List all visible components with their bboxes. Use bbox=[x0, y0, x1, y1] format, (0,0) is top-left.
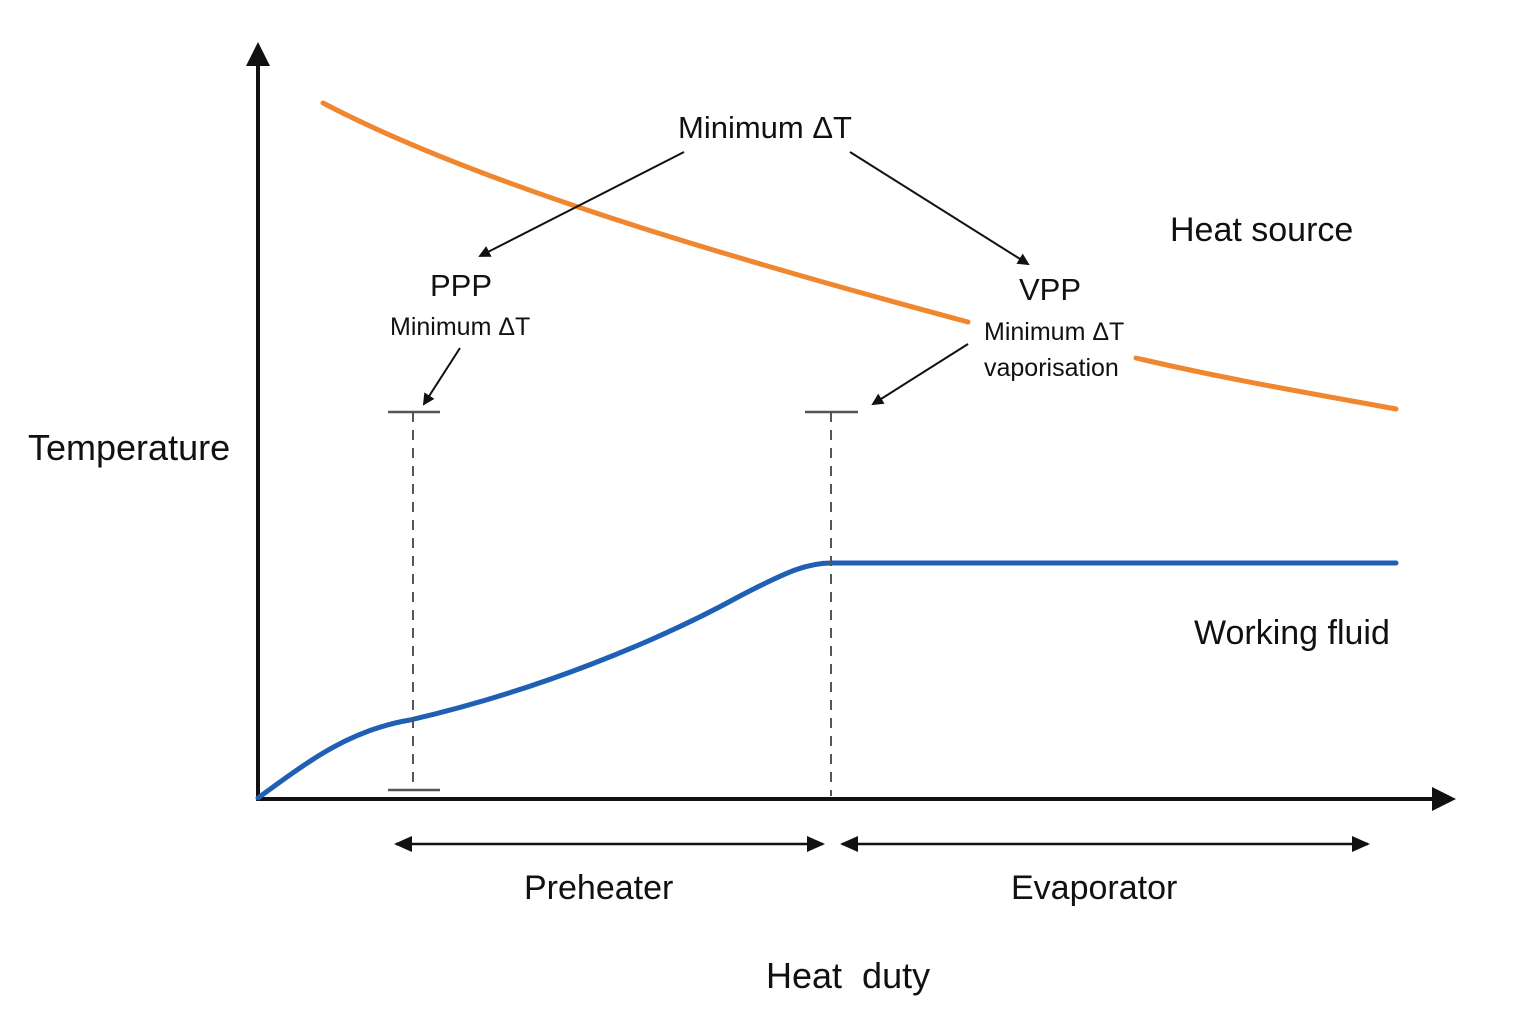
vpp-title: VPP bbox=[1019, 272, 1081, 307]
vpp-subtitle-line2: vaporisation bbox=[984, 354, 1119, 382]
evaporator-arrowhead-left bbox=[840, 836, 858, 852]
preheater-arrowhead-left bbox=[394, 836, 412, 852]
x-axis-arrowhead bbox=[1432, 787, 1456, 811]
y-axis-arrowhead bbox=[246, 42, 270, 66]
arrow-top-to-vpp bbox=[849, 151, 1030, 266]
heat-source-curve-lower bbox=[1133, 355, 1399, 412]
heat-source-curve bbox=[320, 100, 1399, 412]
heat-source-label: Heat source bbox=[1170, 211, 1353, 249]
evaporator-label: Evaporator bbox=[1011, 869, 1177, 907]
x-axis-label: Heat duty bbox=[766, 955, 930, 996]
arrow-vpp-to-marker bbox=[871, 343, 969, 406]
evaporator-arrowhead-right bbox=[1352, 836, 1370, 852]
section-arrows bbox=[394, 836, 1370, 852]
ppp-marker bbox=[388, 410, 440, 792]
working-fluid-curve-path bbox=[255, 560, 1399, 801]
vpp-marker bbox=[805, 410, 858, 796]
working-fluid-curve bbox=[255, 560, 1399, 801]
preheater-label: Preheater bbox=[524, 869, 673, 907]
heat-source-curve-upper bbox=[320, 100, 971, 325]
annotation-arrows bbox=[422, 151, 1030, 406]
ppp-subtitle: Minimum ΔT bbox=[390, 313, 530, 341]
y-axis-label: Temperature bbox=[28, 427, 230, 468]
top-minimum-dt-label: Minimum ΔT bbox=[678, 110, 852, 145]
axes bbox=[246, 42, 1456, 811]
arrow-ppp-to-marker bbox=[422, 347, 461, 406]
vpp-subtitle-line1: Minimum ΔT bbox=[984, 318, 1124, 346]
ppp-title: PPP bbox=[430, 268, 492, 303]
arrow-top-to-ppp bbox=[478, 151, 685, 257]
working-fluid-label: Working fluid bbox=[1194, 614, 1390, 652]
labels: Temperature Heat duty Minimum ΔT PPP Min… bbox=[28, 110, 1390, 996]
preheater-arrowhead-right bbox=[807, 836, 825, 852]
